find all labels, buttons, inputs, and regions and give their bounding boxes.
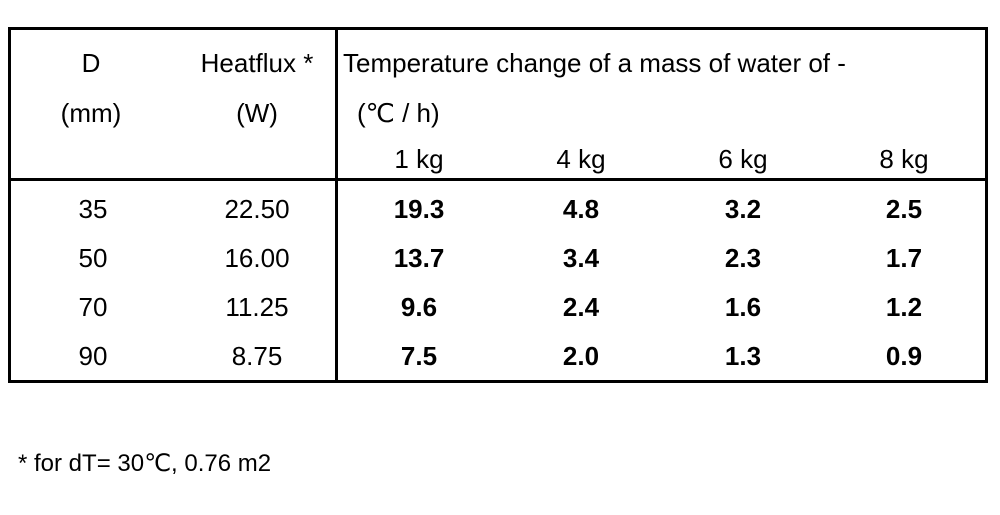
table-cell-heatflux: 11.25 <box>225 292 289 322</box>
data-table: D (mm) Heatflux * (W) Temperature change… <box>8 27 988 383</box>
table-cell-heatflux: 8.75 <box>231 341 283 371</box>
table-cell-1kg: 13.7 <box>393 243 445 273</box>
table-cell-d: 35 <box>78 194 108 224</box>
table-cell-d: 70 <box>78 292 108 322</box>
header-mass-8kg: 8 kg <box>879 144 929 174</box>
table-cell-6kg: 2.3 <box>724 243 762 273</box>
header-d-label: D <box>81 48 101 78</box>
table-cell-8kg: 0.9 <box>885 341 923 371</box>
header-mass-1kg: 1 kg <box>394 144 444 174</box>
header-heatflux-label: Heatflux * <box>200 48 314 78</box>
header-mass-6kg: 6 kg <box>718 144 768 174</box>
footnote: * for dT= 30℃, 0.76 m2 <box>18 450 272 477</box>
header-temperature-unit: (℃ / h) <box>357 98 440 128</box>
table-cell-1kg: 7.5 <box>400 341 438 371</box>
table-cell-4kg: 4.8 <box>562 194 600 224</box>
table-cell-1kg: 9.6 <box>400 292 438 322</box>
table-cell-d: 50 <box>78 243 108 273</box>
table-cell-heatflux: 22.50 <box>224 194 290 224</box>
table-cell-6kg: 1.6 <box>724 292 762 322</box>
header-heatflux-unit: (W) <box>236 98 278 128</box>
table-cell-4kg: 3.4 <box>562 243 600 273</box>
table-cell-4kg: 2.4 <box>562 292 600 322</box>
header-mass-4kg: 4 kg <box>556 144 606 174</box>
table-cell-6kg: 3.2 <box>724 194 762 224</box>
table-cell-8kg: 1.2 <box>885 292 923 322</box>
table-cell-4kg: 2.0 <box>562 341 600 371</box>
header-temperature-label: Temperature change of a mass of water of… <box>343 48 846 78</box>
table-cell-d: 90 <box>78 341 108 371</box>
table-cell-1kg: 19.3 <box>393 194 445 224</box>
table-cell-heatflux: 16.00 <box>224 243 290 273</box>
header-divider <box>11 178 985 181</box>
header-d-unit: (mm) <box>60 98 122 128</box>
table-cell-8kg: 2.5 <box>885 194 923 224</box>
column-divider <box>335 30 338 380</box>
table-cell-6kg: 1.3 <box>724 341 762 371</box>
table-cell-8kg: 1.7 <box>885 243 923 273</box>
